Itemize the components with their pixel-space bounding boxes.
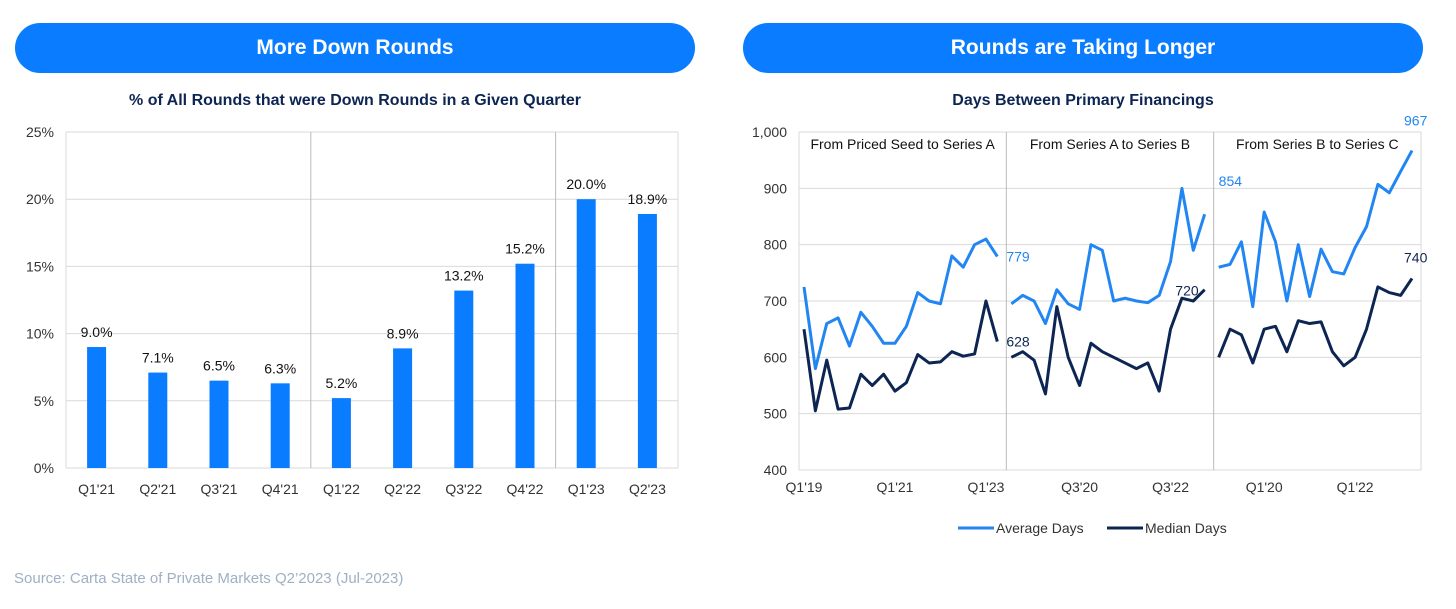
bar-data-label: 15.2% <box>505 241 545 257</box>
rounds-taking-longer-header: Rounds are Taking Longer <box>743 23 1423 73</box>
line-chart-title: Days Between Primary Financings <box>952 92 1214 109</box>
median-days-series <box>1010 288 1206 396</box>
bar-x-tick-label: Q4'22 <box>507 481 544 497</box>
bar-data-label: 18.9% <box>628 191 668 207</box>
bar-x-tick-label: Q2'23 <box>629 481 666 497</box>
bar-data-label: 9.0% <box>81 324 113 340</box>
legend-average-label: Average Days <box>996 520 1084 536</box>
line-x-tick-label: Q3'20 <box>1061 479 1098 495</box>
bar-data-label: 6.5% <box>203 358 235 374</box>
bar-y-tick-label: 15% <box>26 258 54 274</box>
bar-data-label: 7.1% <box>142 350 174 366</box>
line-y-tick-label: 900 <box>764 180 788 196</box>
average-end-label: 779 <box>1006 248 1030 264</box>
line-y-tick-label: 800 <box>764 237 788 253</box>
bar-x-tick-label: Q3'22 <box>445 481 482 497</box>
panel-label: From Priced Seed to Series A <box>810 136 995 152</box>
more-down-rounds-header: More Down Rounds <box>15 23 695 73</box>
line-y-tick-label: 1,000 <box>752 124 787 140</box>
bar-data-label: 20.0% <box>566 176 606 192</box>
bar-x-tick-label: Q1'22 <box>323 481 360 497</box>
bar <box>576 199 596 468</box>
bar-data-label: 13.2% <box>444 268 484 284</box>
legend-median-label: Median Days <box>1145 520 1227 536</box>
median-end-label: 628 <box>1006 334 1030 350</box>
line-y-tick-label: 500 <box>764 406 788 422</box>
average-days-series <box>802 237 999 371</box>
bar-data-label: 8.9% <box>387 325 419 341</box>
bar-data-label: 6.3% <box>264 360 296 376</box>
bar-x-tick-label: Q1'23 <box>568 481 605 497</box>
median-end-label: 740 <box>1404 249 1428 265</box>
bar <box>454 290 474 468</box>
bar <box>393 348 413 468</box>
line-x-tick-label: Q1'21 <box>877 479 914 495</box>
line-y-tick-label: 400 <box>764 462 788 478</box>
bar-y-tick-label: 0% <box>34 460 54 476</box>
line-x-tick-label: Q1'22 <box>1337 479 1374 495</box>
bar-chart-title: % of All Rounds that were Down Rounds in… <box>129 92 581 109</box>
average-end-label: 854 <box>1219 173 1243 189</box>
line-y-tick-label: 600 <box>764 349 788 365</box>
bar-y-tick-label: 25% <box>26 124 54 140</box>
median-days-series <box>802 299 999 413</box>
bar-x-tick-label: Q2'21 <box>139 481 176 497</box>
bar <box>148 372 168 468</box>
bar <box>209 380 229 468</box>
bar-x-tick-label: Q1'21 <box>78 481 115 497</box>
source-note: Source: Carta State of Private Markets Q… <box>14 570 404 587</box>
bar <box>331 398 351 468</box>
median-days-series <box>1217 277 1414 368</box>
bar-y-tick-label: 20% <box>26 191 54 207</box>
bar <box>637 213 657 468</box>
panel-label: From Series A to Series B <box>1030 136 1190 152</box>
bar-y-tick-label: 5% <box>34 393 54 409</box>
line-x-tick-label: Q3'22 <box>1152 479 1189 495</box>
average-end-label: 967 <box>1404 113 1428 129</box>
average-days-series <box>1010 186 1207 326</box>
bar <box>87 347 107 468</box>
bar-x-tick-label: Q4'21 <box>262 481 299 497</box>
line-y-tick-label: 700 <box>764 293 788 309</box>
median-end-label: 720 <box>1175 283 1199 299</box>
bar-x-tick-label: Q2'22 <box>384 481 421 497</box>
average-days-series <box>1218 149 1414 309</box>
line-x-tick-label: Q1'19 <box>786 479 823 495</box>
bar <box>270 383 290 468</box>
bar-data-label: 5.2% <box>325 375 357 391</box>
panel-label: From Series B to Series C <box>1236 136 1399 152</box>
bar-x-tick-label: Q3'21 <box>201 481 238 497</box>
bar <box>515 263 535 468</box>
line-x-tick-label: Q1'20 <box>1246 479 1283 495</box>
line-x-tick-label: Q1'23 <box>967 479 1004 495</box>
bar-y-tick-label: 10% <box>26 326 54 342</box>
